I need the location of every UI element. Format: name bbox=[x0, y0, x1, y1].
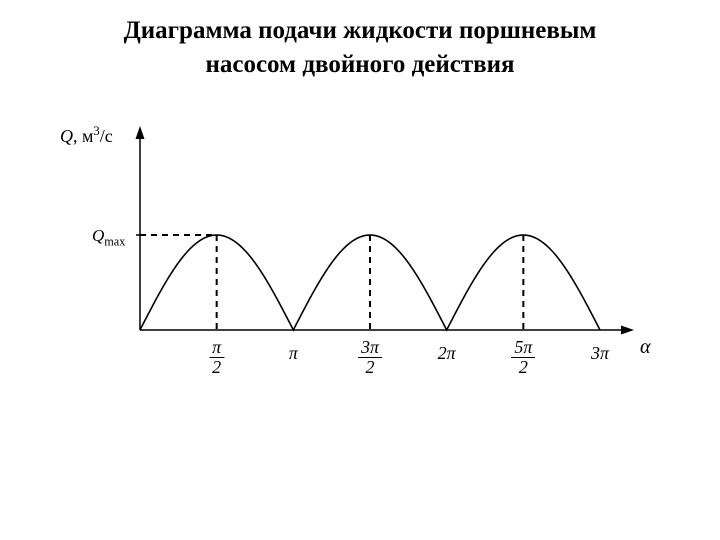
x-tick-label: π bbox=[289, 344, 298, 362]
x-tick-label: π2 bbox=[209, 338, 224, 377]
x-tick-label: 3π bbox=[591, 344, 609, 362]
y-axis-symbol: Q bbox=[60, 126, 73, 146]
chart-area: Q, м3/с Qmax α π2π3π22π5π23π bbox=[110, 130, 650, 390]
qmax-symbol: Q bbox=[92, 226, 104, 245]
x-tick-label: 5π2 bbox=[511, 338, 535, 377]
y-axis-unit-prefix: , м bbox=[73, 126, 93, 146]
title-line-2: насосом двойного действия bbox=[205, 51, 514, 78]
diagram-title: Диаграмма подачи жидкости поршневым насо… bbox=[0, 14, 720, 82]
page-root: { "title": { "line1": "Диаграмма подачи … bbox=[0, 0, 720, 540]
title-line-1: Диаграмма подачи жидкости поршневым bbox=[124, 17, 597, 44]
x-tick-label: 2π bbox=[438, 344, 456, 362]
y-axis-label: Q, м3/с bbox=[60, 124, 113, 147]
x-tick-label: 3π2 bbox=[358, 338, 382, 377]
